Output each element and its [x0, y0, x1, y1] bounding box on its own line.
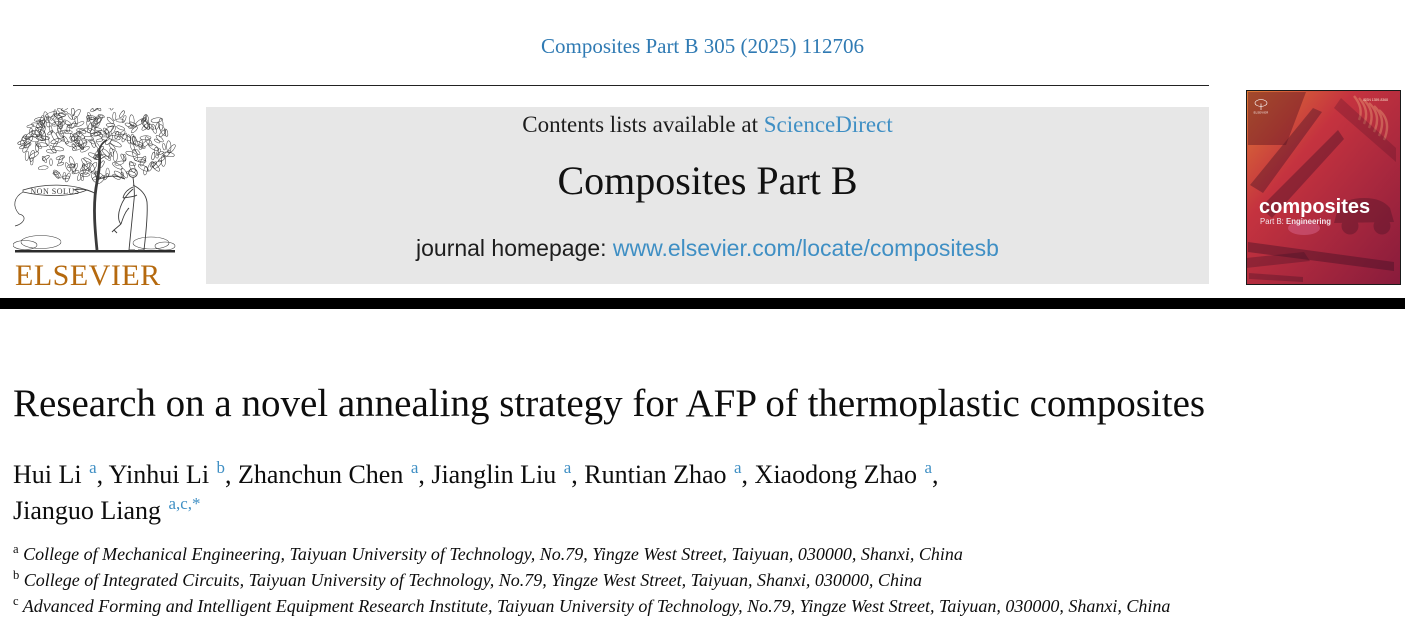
- svg-text:Part B: Engineering: Part B: Engineering: [1260, 217, 1331, 226]
- svg-text:NON SOLUS: NON SOLUS: [30, 187, 79, 196]
- svg-text:ELSEVIER: ELSEVIER: [1254, 110, 1269, 114]
- svg-text:composites: composites: [1259, 196, 1370, 218]
- svg-text:ISSN 1359-8368: ISSN 1359-8368: [1363, 98, 1388, 102]
